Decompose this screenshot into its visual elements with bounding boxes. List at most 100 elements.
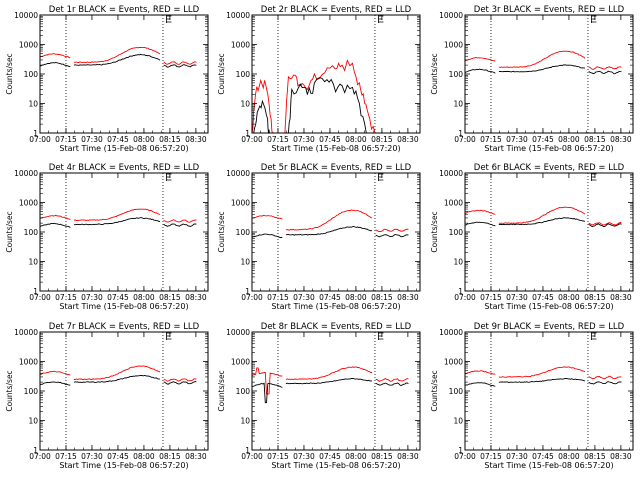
x-tick-label: 08:00: [558, 452, 580, 461]
panel-title: Det 4r BLACK = Events, RED = LLD: [49, 163, 200, 173]
events-series-line: [39, 374, 197, 386]
x-axis-label: Start Time (15-Feb-08 06:57:20): [484, 461, 613, 470]
x-axis-label: Start Time (15-Feb-08 06:57:20): [59, 144, 188, 153]
flag-marker: [378, 15, 384, 23]
lld-series-line: [251, 366, 409, 395]
y-tick-label: 1000: [444, 358, 463, 367]
x-tick-label: 08:30: [610, 293, 632, 302]
y-tick-label: 100: [236, 387, 251, 396]
flag-marker: [378, 332, 384, 340]
x-tick-label: 08:30: [397, 293, 419, 302]
lld-series-line: [39, 365, 197, 382]
y-tick-label: 1: [33, 446, 38, 455]
y-tick-label: 10000: [14, 11, 38, 20]
x-axis-label: Start Time (15-Feb-08 06:57:20): [59, 461, 188, 470]
x-tick-label: 07:15: [55, 293, 77, 302]
x-tick-label: 07:15: [480, 293, 502, 302]
x-tick-label: 08:30: [185, 135, 207, 144]
x-tick-label: 07:30: [293, 135, 315, 144]
events-series-line: [465, 217, 622, 228]
y-axis-label: Counts/sec: [217, 211, 226, 252]
x-tick-label: 07:45: [319, 293, 341, 302]
y-tick-label: 10000: [439, 328, 463, 337]
lld-series-line: [251, 59, 377, 134]
x-tick-label: 07:00: [454, 452, 476, 461]
x-tick-label: 08:00: [345, 452, 367, 461]
y-tick-label: 10000: [226, 11, 250, 20]
y-tick-label: 1: [458, 446, 463, 455]
detector-panel: Det 6r BLACK = Events, RED = LLD 1 10 100 10…: [430, 163, 634, 311]
detector-panel: Det 2r BLACK = Events, RED = LLD 1 10 100 10…: [217, 5, 421, 153]
x-tick-label: 08:15: [584, 135, 606, 144]
x-tick-label: 08:00: [345, 293, 367, 302]
panel-title: Det 8r BLACK = Events, RED = LLD: [261, 322, 412, 332]
plot-frame: [464, 331, 634, 451]
y-tick-label: 1000: [231, 41, 250, 50]
x-tick-label: 07:00: [454, 293, 476, 302]
y-tick-label: 1000: [19, 41, 38, 50]
x-tick-label: 08:15: [584, 293, 606, 302]
x-tick-label: 08:15: [371, 135, 393, 144]
events-series-line: [253, 77, 367, 134]
panel-title: Det 7r BLACK = Events, RED = LLD: [49, 322, 200, 332]
x-tick-label: 08:15: [159, 293, 181, 302]
lld-series-line: [39, 47, 197, 65]
x-axis-label: Start Time (15-Feb-08 06:57:20): [271, 302, 400, 311]
y-tick-label: 10: [28, 100, 38, 109]
y-tick-label: 1000: [444, 199, 463, 208]
y-axis-label: Counts/sec: [5, 370, 14, 411]
events-series-line: [251, 377, 409, 404]
plot-frame: [251, 331, 421, 451]
x-tick-label: 08:00: [558, 293, 580, 302]
y-tick-label: 10: [453, 258, 463, 267]
y-tick-label: 1000: [19, 358, 38, 367]
x-tick-label: 08:30: [185, 293, 207, 302]
x-tick-label: 07:00: [29, 452, 51, 461]
y-tick-label: 10000: [226, 169, 250, 178]
y-tick-label: 100: [449, 387, 464, 396]
detector-panel: Det 3r BLACK = Events, RED = LLD 1 10 100 10…: [430, 5, 634, 153]
x-tick-label: 08:00: [133, 135, 155, 144]
y-tick-label: 1: [458, 287, 463, 296]
x-tick-label: 08:15: [159, 452, 181, 461]
y-tick-label: 10000: [226, 328, 250, 337]
x-tick-label: 07:15: [55, 452, 77, 461]
y-tick-label: 10: [240, 100, 250, 109]
flag-marker: [591, 15, 597, 23]
y-tick-label: 1000: [231, 358, 250, 367]
detector-panel: Det 1r BLACK = Events, RED = LLD 1 10 100 10…: [5, 5, 209, 153]
x-tick-label: 07:30: [506, 293, 528, 302]
x-tick-label: 08:30: [185, 452, 207, 461]
detector-panel: Det 9r BLACK = Events, RED = LLD 1 10 100 10…: [430, 322, 634, 470]
detector-panel: Det 8r BLACK = Events, RED = LLD 1 10 100 10…: [217, 322, 421, 470]
y-tick-label: 1: [33, 129, 38, 138]
x-tick-label: 07:15: [480, 452, 502, 461]
x-tick-label: 07:15: [267, 135, 289, 144]
x-tick-label: 07:00: [241, 452, 263, 461]
panel-title: Det 6r BLACK = Events, RED = LLD: [474, 163, 625, 173]
events-series-line: [39, 53, 197, 68]
lld-series-line: [465, 366, 622, 380]
y-axis-label: Counts/sec: [430, 53, 439, 94]
y-tick-label: 10000: [14, 328, 38, 337]
x-tick-label: 08:15: [159, 135, 181, 144]
events-series-line: [464, 64, 622, 75]
y-tick-label: 1: [33, 287, 38, 296]
x-tick-label: 08:00: [133, 293, 155, 302]
x-tick-label: 07:00: [241, 293, 263, 302]
y-tick-label: 1000: [444, 41, 463, 50]
y-tick-label: 100: [24, 387, 39, 396]
flag-marker: [591, 173, 597, 181]
x-tick-label: 08:15: [371, 452, 393, 461]
x-tick-label: 07:45: [532, 135, 554, 144]
x-tick-label: 07:45: [107, 135, 129, 144]
y-tick-label: 100: [236, 228, 251, 237]
x-tick-label: 08:00: [558, 135, 580, 144]
lld-series-line: [464, 50, 622, 70]
y-tick-label: 100: [449, 70, 464, 79]
x-tick-label: 07:45: [319, 135, 341, 144]
y-axis-label: Counts/sec: [430, 211, 439, 252]
y-tick-label: 1: [245, 287, 250, 296]
y-tick-label: 10000: [439, 11, 463, 20]
